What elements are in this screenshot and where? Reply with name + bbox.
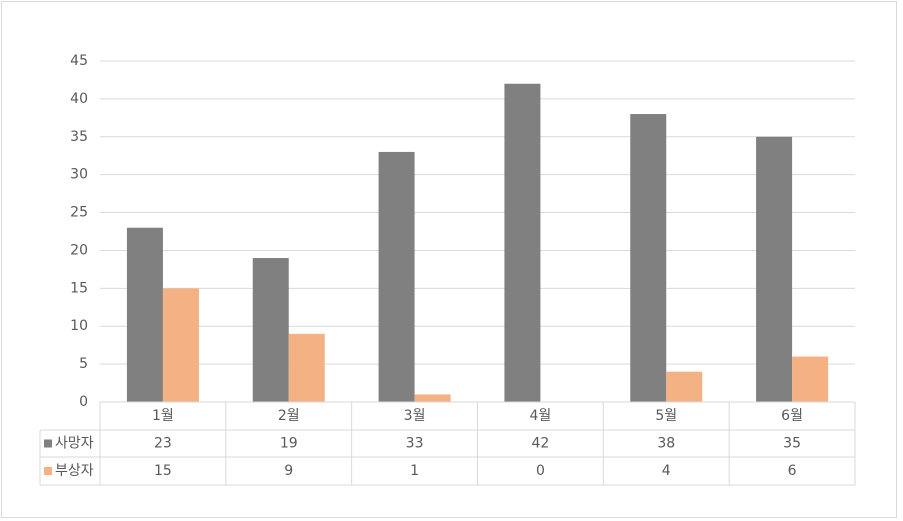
table-value: 0 xyxy=(536,463,545,479)
bar xyxy=(126,227,163,402)
bar xyxy=(792,356,829,402)
y-tick-label: 5 xyxy=(79,356,88,372)
y-tick-label: 40 xyxy=(70,91,88,107)
x-tick-label: 6월 xyxy=(781,408,803,424)
legend-label: 부상자 xyxy=(55,463,94,479)
x-tick-label: 5월 xyxy=(655,408,677,424)
table-value: 15 xyxy=(154,463,172,479)
y-tick-label: 15 xyxy=(70,280,88,296)
x-tick-label: 3월 xyxy=(404,408,426,424)
y-tick-label: 0 xyxy=(79,394,88,410)
y-tick-label: 30 xyxy=(70,167,88,183)
table-value: 38 xyxy=(657,436,675,452)
bar xyxy=(666,371,703,402)
bar xyxy=(288,333,325,402)
x-tick-label: 1월 xyxy=(152,408,174,424)
table-value: 4 xyxy=(662,463,671,479)
bar xyxy=(378,151,415,402)
table-value: 9 xyxy=(284,463,293,479)
table-value: 33 xyxy=(406,436,424,452)
table-value: 1 xyxy=(410,463,419,479)
y-tick-label: 45 xyxy=(70,53,88,69)
table-value: 35 xyxy=(783,436,801,452)
table-value: 6 xyxy=(788,463,797,479)
bar xyxy=(756,136,793,402)
x-tick-label: 2월 xyxy=(278,408,300,424)
bar xyxy=(504,83,541,402)
table-value: 23 xyxy=(154,436,172,452)
bar xyxy=(414,394,451,402)
x-tick-label: 4월 xyxy=(530,408,552,424)
bar xyxy=(162,288,199,402)
table-value: 42 xyxy=(532,436,550,452)
legend-key xyxy=(44,467,52,475)
bar xyxy=(630,114,667,403)
legend-key xyxy=(44,439,52,448)
y-tick-label: 25 xyxy=(70,205,88,221)
legend-label: 사망자 xyxy=(55,436,94,452)
y-tick-label: 35 xyxy=(70,129,88,145)
table-value: 19 xyxy=(280,436,298,452)
bar xyxy=(252,258,289,402)
y-tick-label: 10 xyxy=(70,318,88,334)
y-tick-label: 20 xyxy=(70,242,88,258)
